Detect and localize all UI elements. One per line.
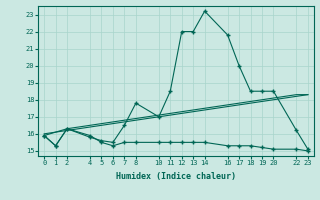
X-axis label: Humidex (Indice chaleur): Humidex (Indice chaleur)	[116, 172, 236, 181]
